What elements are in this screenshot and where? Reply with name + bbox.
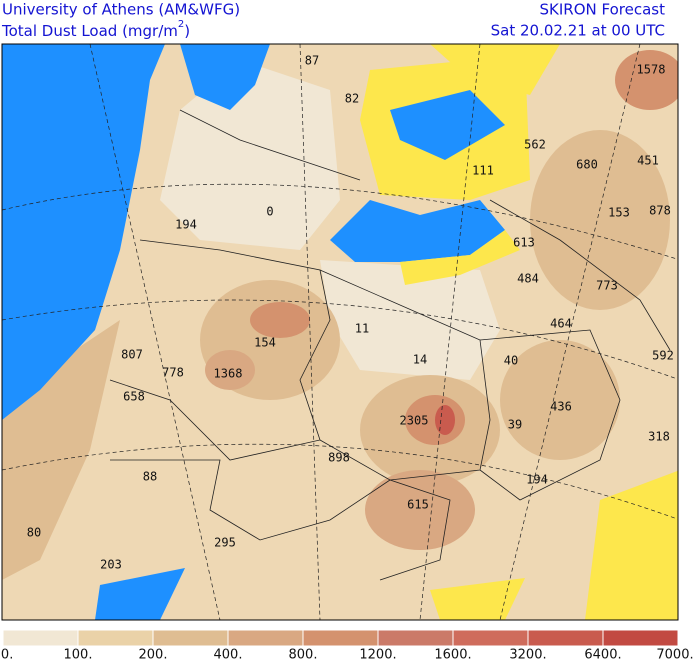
map-label: 111	[472, 164, 494, 178]
dust	[500, 340, 620, 460]
colorbar: 10. 100. 200. 400. 800. 1200. 1600. 3200. 6400. 7…	[0, 629, 694, 663]
map-label: 562	[524, 138, 546, 152]
colorbar-swatch	[602, 629, 679, 647]
colorbar-swatch	[152, 629, 229, 647]
map-label: 615	[407, 498, 429, 512]
dust	[435, 405, 455, 435]
map-label: 807	[121, 348, 143, 362]
map-label: 194	[526, 473, 548, 487]
map: 87 82 1578 562 680 451 111 153 878 194 0…	[1, 43, 679, 621]
product-sup: 2	[178, 19, 184, 30]
map-label: 1368	[214, 367, 243, 381]
map-label: 14	[413, 353, 427, 367]
map-label: 898	[328, 451, 350, 465]
colorbar-label: 1600.	[434, 648, 471, 663]
product-end: )	[184, 22, 190, 40]
colorbar-swatch	[452, 629, 529, 647]
colorbar-label: 100.	[64, 648, 93, 663]
map-label: 1578	[637, 63, 666, 77]
map-label: 2305	[400, 414, 429, 428]
map-label: 658	[123, 390, 145, 404]
colorbar-swatch	[302, 629, 379, 647]
map-label: 592	[652, 349, 674, 363]
sea	[95, 568, 185, 620]
sea	[390, 90, 505, 160]
map-label: 464	[550, 317, 572, 331]
dust	[250, 302, 310, 338]
yellow-area	[430, 44, 560, 95]
colorbar-label: 3200.	[509, 648, 546, 663]
map-frame	[1, 43, 679, 621]
sea	[2, 44, 165, 420]
map-label: 778	[162, 366, 184, 380]
product: Total Dust Load (mgr/m2)	[1, 19, 190, 40]
product-text: Total Dust Load (mgr/m	[1, 22, 178, 40]
map-label: 194	[175, 218, 197, 232]
light-dust	[160, 60, 340, 250]
colorbar-swatch	[527, 629, 604, 647]
map-label: 88	[143, 470, 157, 484]
map-label: 153	[608, 206, 630, 220]
yellow-area	[400, 230, 520, 285]
colorbar-label: 1200.	[359, 648, 396, 663]
colorbar-swatch	[377, 629, 454, 647]
map-label: 436	[550, 400, 572, 414]
colorbar-label: 7000.	[656, 648, 693, 663]
map-label: 40	[504, 354, 518, 368]
borders	[109, 109, 671, 581]
colorbar-label: 800.	[289, 648, 318, 663]
colorbar-swatch	[227, 629, 304, 647]
colorbar-label: 400.	[214, 648, 243, 663]
map-label: 773	[596, 279, 618, 293]
map-label: 318	[648, 430, 670, 444]
map-label: 680	[576, 158, 598, 172]
dust	[615, 50, 678, 110]
graticule	[2, 44, 678, 620]
yellow-area	[585, 470, 678, 620]
map-label: 87	[305, 54, 319, 68]
map-label: 82	[345, 92, 359, 106]
dust	[530, 130, 670, 310]
colorbar-swatch	[77, 629, 154, 647]
map-label: 295	[214, 536, 236, 550]
colorbar-label: 10.	[0, 648, 13, 663]
map-label: 878	[649, 204, 671, 218]
map-label: 484	[517, 272, 539, 286]
map-label: 154	[254, 336, 276, 350]
yellow-area	[430, 578, 525, 620]
institution: University of Athens (AM&WFG)	[2, 1, 240, 19]
map-label: 39	[508, 418, 522, 432]
dust	[365, 470, 475, 550]
map-label: 11	[355, 322, 369, 336]
dust	[205, 350, 255, 390]
colorbar-label: 200.	[139, 648, 168, 663]
model: SKIRON Forecast	[540, 1, 666, 19]
valid-time: Sat 20.02.21 at 00 UTC	[491, 22, 665, 40]
map-labels: 87 82 1578 562 680 451 111 153 878 194 0…	[27, 54, 674, 572]
colorbar-swatch	[2, 629, 79, 647]
sea	[180, 44, 270, 110]
colorbar-label: 6400.	[584, 648, 621, 663]
map-label: 80	[27, 526, 41, 540]
map-label: 451	[637, 154, 659, 168]
map-label: 613	[513, 236, 535, 250]
map-label: 0	[266, 205, 273, 219]
sea	[330, 200, 505, 262]
map-label: 203	[100, 558, 122, 572]
